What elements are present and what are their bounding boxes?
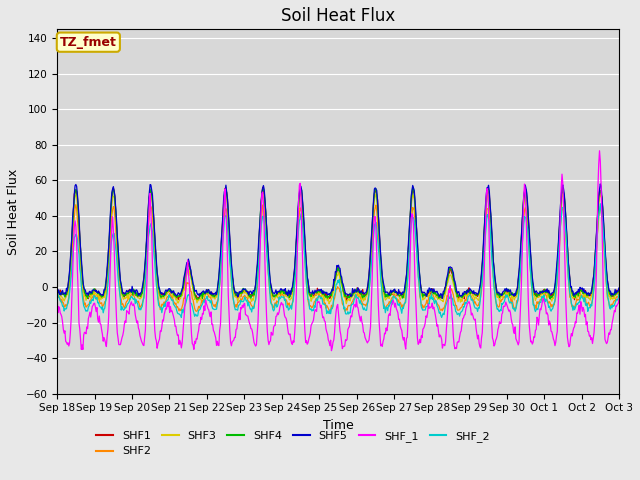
SHF5 <box>615 285 623 291</box>
SHF4 <box>53 288 61 293</box>
Line: SHF_2: SHF_2 <box>57 204 619 317</box>
SHF4 <box>193 296 201 302</box>
SHF_1 <box>179 340 186 346</box>
SHF5 <box>596 181 604 187</box>
SHF2 <box>193 309 200 314</box>
SHF5 <box>121 291 129 297</box>
SHF2 <box>424 297 432 303</box>
SHF5 <box>179 287 186 292</box>
SHF_2 <box>596 201 604 206</box>
SHF_2 <box>121 305 129 311</box>
SHF4 <box>121 291 129 297</box>
SHF_1 <box>615 296 623 301</box>
Line: SHF3: SHF3 <box>57 193 619 304</box>
SHF3 <box>53 289 61 295</box>
SHF_1 <box>208 322 216 327</box>
SHF5 <box>53 289 61 295</box>
SHF_2 <box>615 291 623 297</box>
SHF_1 <box>596 148 604 154</box>
SHF1 <box>121 291 129 297</box>
SHF1 <box>342 298 350 303</box>
SHF_2 <box>179 310 187 316</box>
SHF3 <box>63 292 71 298</box>
SHF2 <box>53 292 61 298</box>
SHF2 <box>122 300 130 306</box>
SHF1 <box>53 288 61 294</box>
SHF3 <box>121 296 129 301</box>
SHF1 <box>408 192 416 197</box>
SHF1 <box>615 287 623 292</box>
SHF3 <box>325 301 333 307</box>
SHF_1 <box>407 216 415 222</box>
SHF_1 <box>63 341 71 347</box>
SHF_2 <box>424 304 431 310</box>
Line: SHF_1: SHF_1 <box>57 151 619 351</box>
SHF1 <box>63 288 71 294</box>
SHF5 <box>423 293 431 299</box>
SHF4 <box>615 288 623 294</box>
Y-axis label: Soil Heat Flux: Soil Heat Flux <box>7 168 20 254</box>
SHF1 <box>208 289 216 295</box>
SHF_1 <box>424 311 431 316</box>
SHF2 <box>209 302 217 308</box>
SHF4 <box>424 288 432 293</box>
X-axis label: Time: Time <box>323 419 353 432</box>
SHF5 <box>438 295 446 301</box>
SHF2 <box>63 302 71 308</box>
SHF2 <box>615 289 623 295</box>
SHF5 <box>406 211 414 217</box>
SHF5 <box>208 291 216 297</box>
SHF4 <box>407 197 415 203</box>
SHF_2 <box>209 306 216 312</box>
Line: SHF5: SHF5 <box>57 184 619 298</box>
SHF_2 <box>407 222 415 228</box>
SHF2 <box>179 301 187 307</box>
SHF_2 <box>177 314 185 320</box>
SHF3 <box>408 196 416 202</box>
SHF_1 <box>53 292 61 298</box>
SHF3 <box>424 293 432 299</box>
SHF4 <box>209 293 216 299</box>
Legend: SHF1, SHF2, SHF3, SHF4, SHF5, SHF_1, SHF_2: SHF1, SHF2, SHF3, SHF4, SHF5, SHF_1, SHF… <box>92 426 495 461</box>
SHF5 <box>63 288 71 294</box>
SHF2 <box>408 211 416 216</box>
SHF3 <box>208 295 216 300</box>
SHF1 <box>259 184 266 190</box>
SHF4 <box>63 288 71 294</box>
SHF1 <box>179 289 186 295</box>
SHF_2 <box>53 291 61 297</box>
SHF2 <box>72 202 80 207</box>
SHF_1 <box>328 348 335 354</box>
SHF1 <box>424 289 432 295</box>
Title: Soil Heat Flux: Soil Heat Flux <box>281 7 396 25</box>
Line: SHF1: SHF1 <box>57 187 619 300</box>
Text: TZ_fmet: TZ_fmet <box>60 36 116 48</box>
SHF4 <box>409 184 417 190</box>
Line: SHF4: SHF4 <box>57 187 619 299</box>
SHF_1 <box>121 318 129 324</box>
SHF3 <box>179 293 186 299</box>
SHF3 <box>297 190 305 196</box>
SHF_2 <box>63 302 71 308</box>
SHF3 <box>615 289 623 295</box>
Line: SHF2: SHF2 <box>57 204 619 312</box>
SHF4 <box>179 286 186 292</box>
